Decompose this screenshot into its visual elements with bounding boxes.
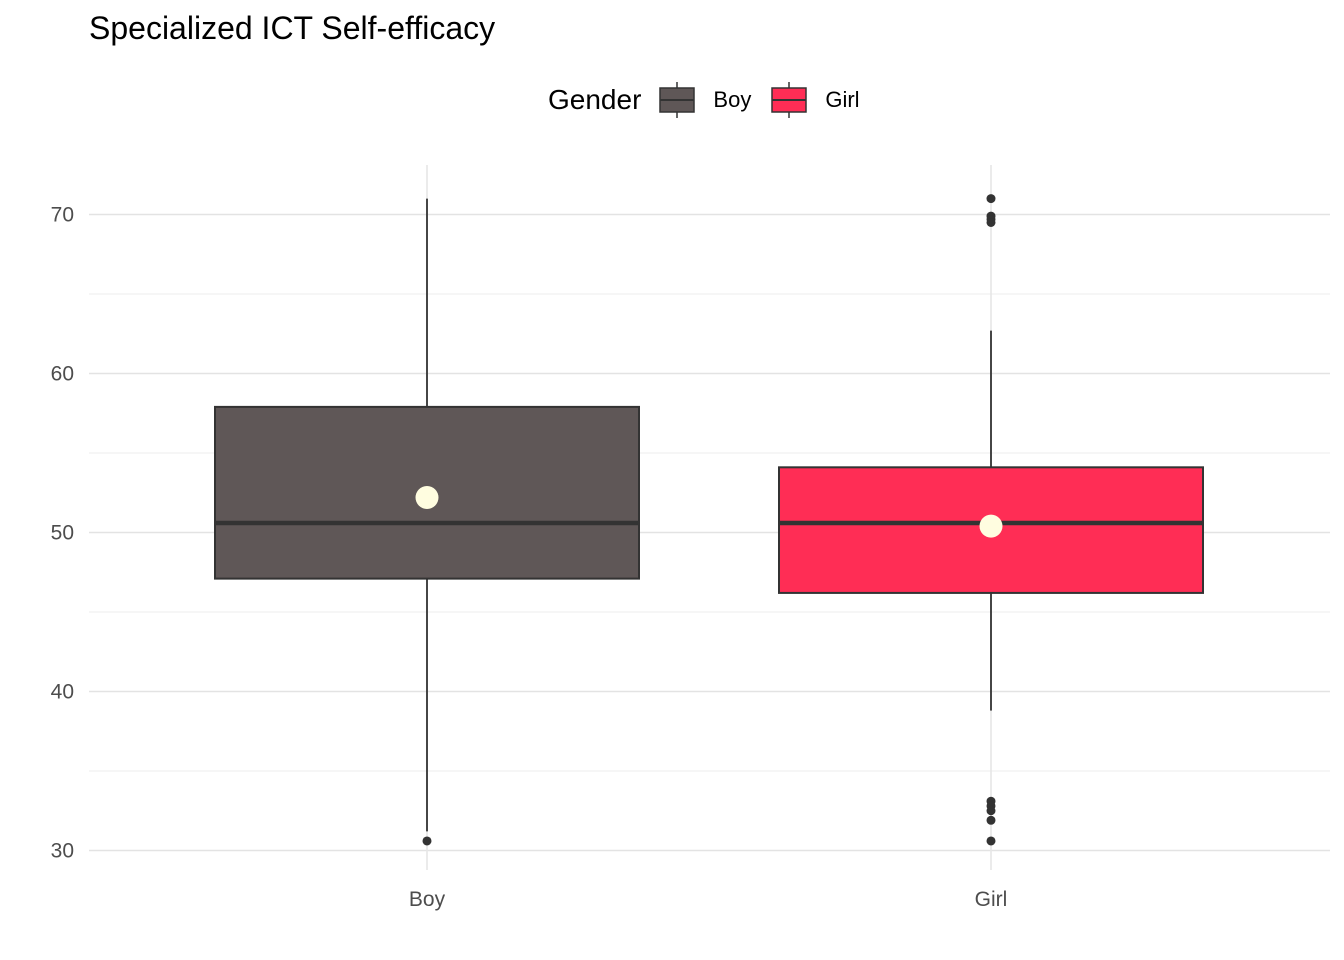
chart-title: Specialized ICT Self-efficacy (89, 10, 496, 46)
y-tick-label: 40 (51, 681, 74, 704)
x-tick-label: Boy (409, 888, 446, 911)
outlier-point (986, 806, 996, 816)
mean-point (979, 514, 1003, 538)
legend-item-boy: Boy (659, 82, 751, 118)
legend-label-girl: Girl (825, 87, 860, 112)
y-tick-label: 30 (51, 840, 74, 863)
legend: Gender Boy Girl (548, 80, 880, 120)
box-girl (778, 194, 1204, 846)
y-tick-label: 70 (51, 204, 74, 227)
y-tick-label: 50 (51, 522, 74, 545)
outlier-point (986, 217, 996, 227)
y-tick-label: 60 (51, 363, 74, 386)
legend-label-boy: Boy (713, 87, 752, 112)
outlier-point (986, 836, 996, 846)
legend-key-girl (771, 82, 808, 118)
legend-item-girl: Girl (771, 82, 860, 118)
x-tick-label: Girl (975, 888, 1008, 911)
legend-title: Gender (548, 84, 642, 115)
mean-point (415, 486, 439, 510)
outlier-point (986, 194, 996, 204)
legend-key-boy (659, 82, 696, 118)
box-boy (214, 198, 640, 846)
outlier-point (422, 836, 432, 846)
outlier-point (986, 815, 996, 825)
